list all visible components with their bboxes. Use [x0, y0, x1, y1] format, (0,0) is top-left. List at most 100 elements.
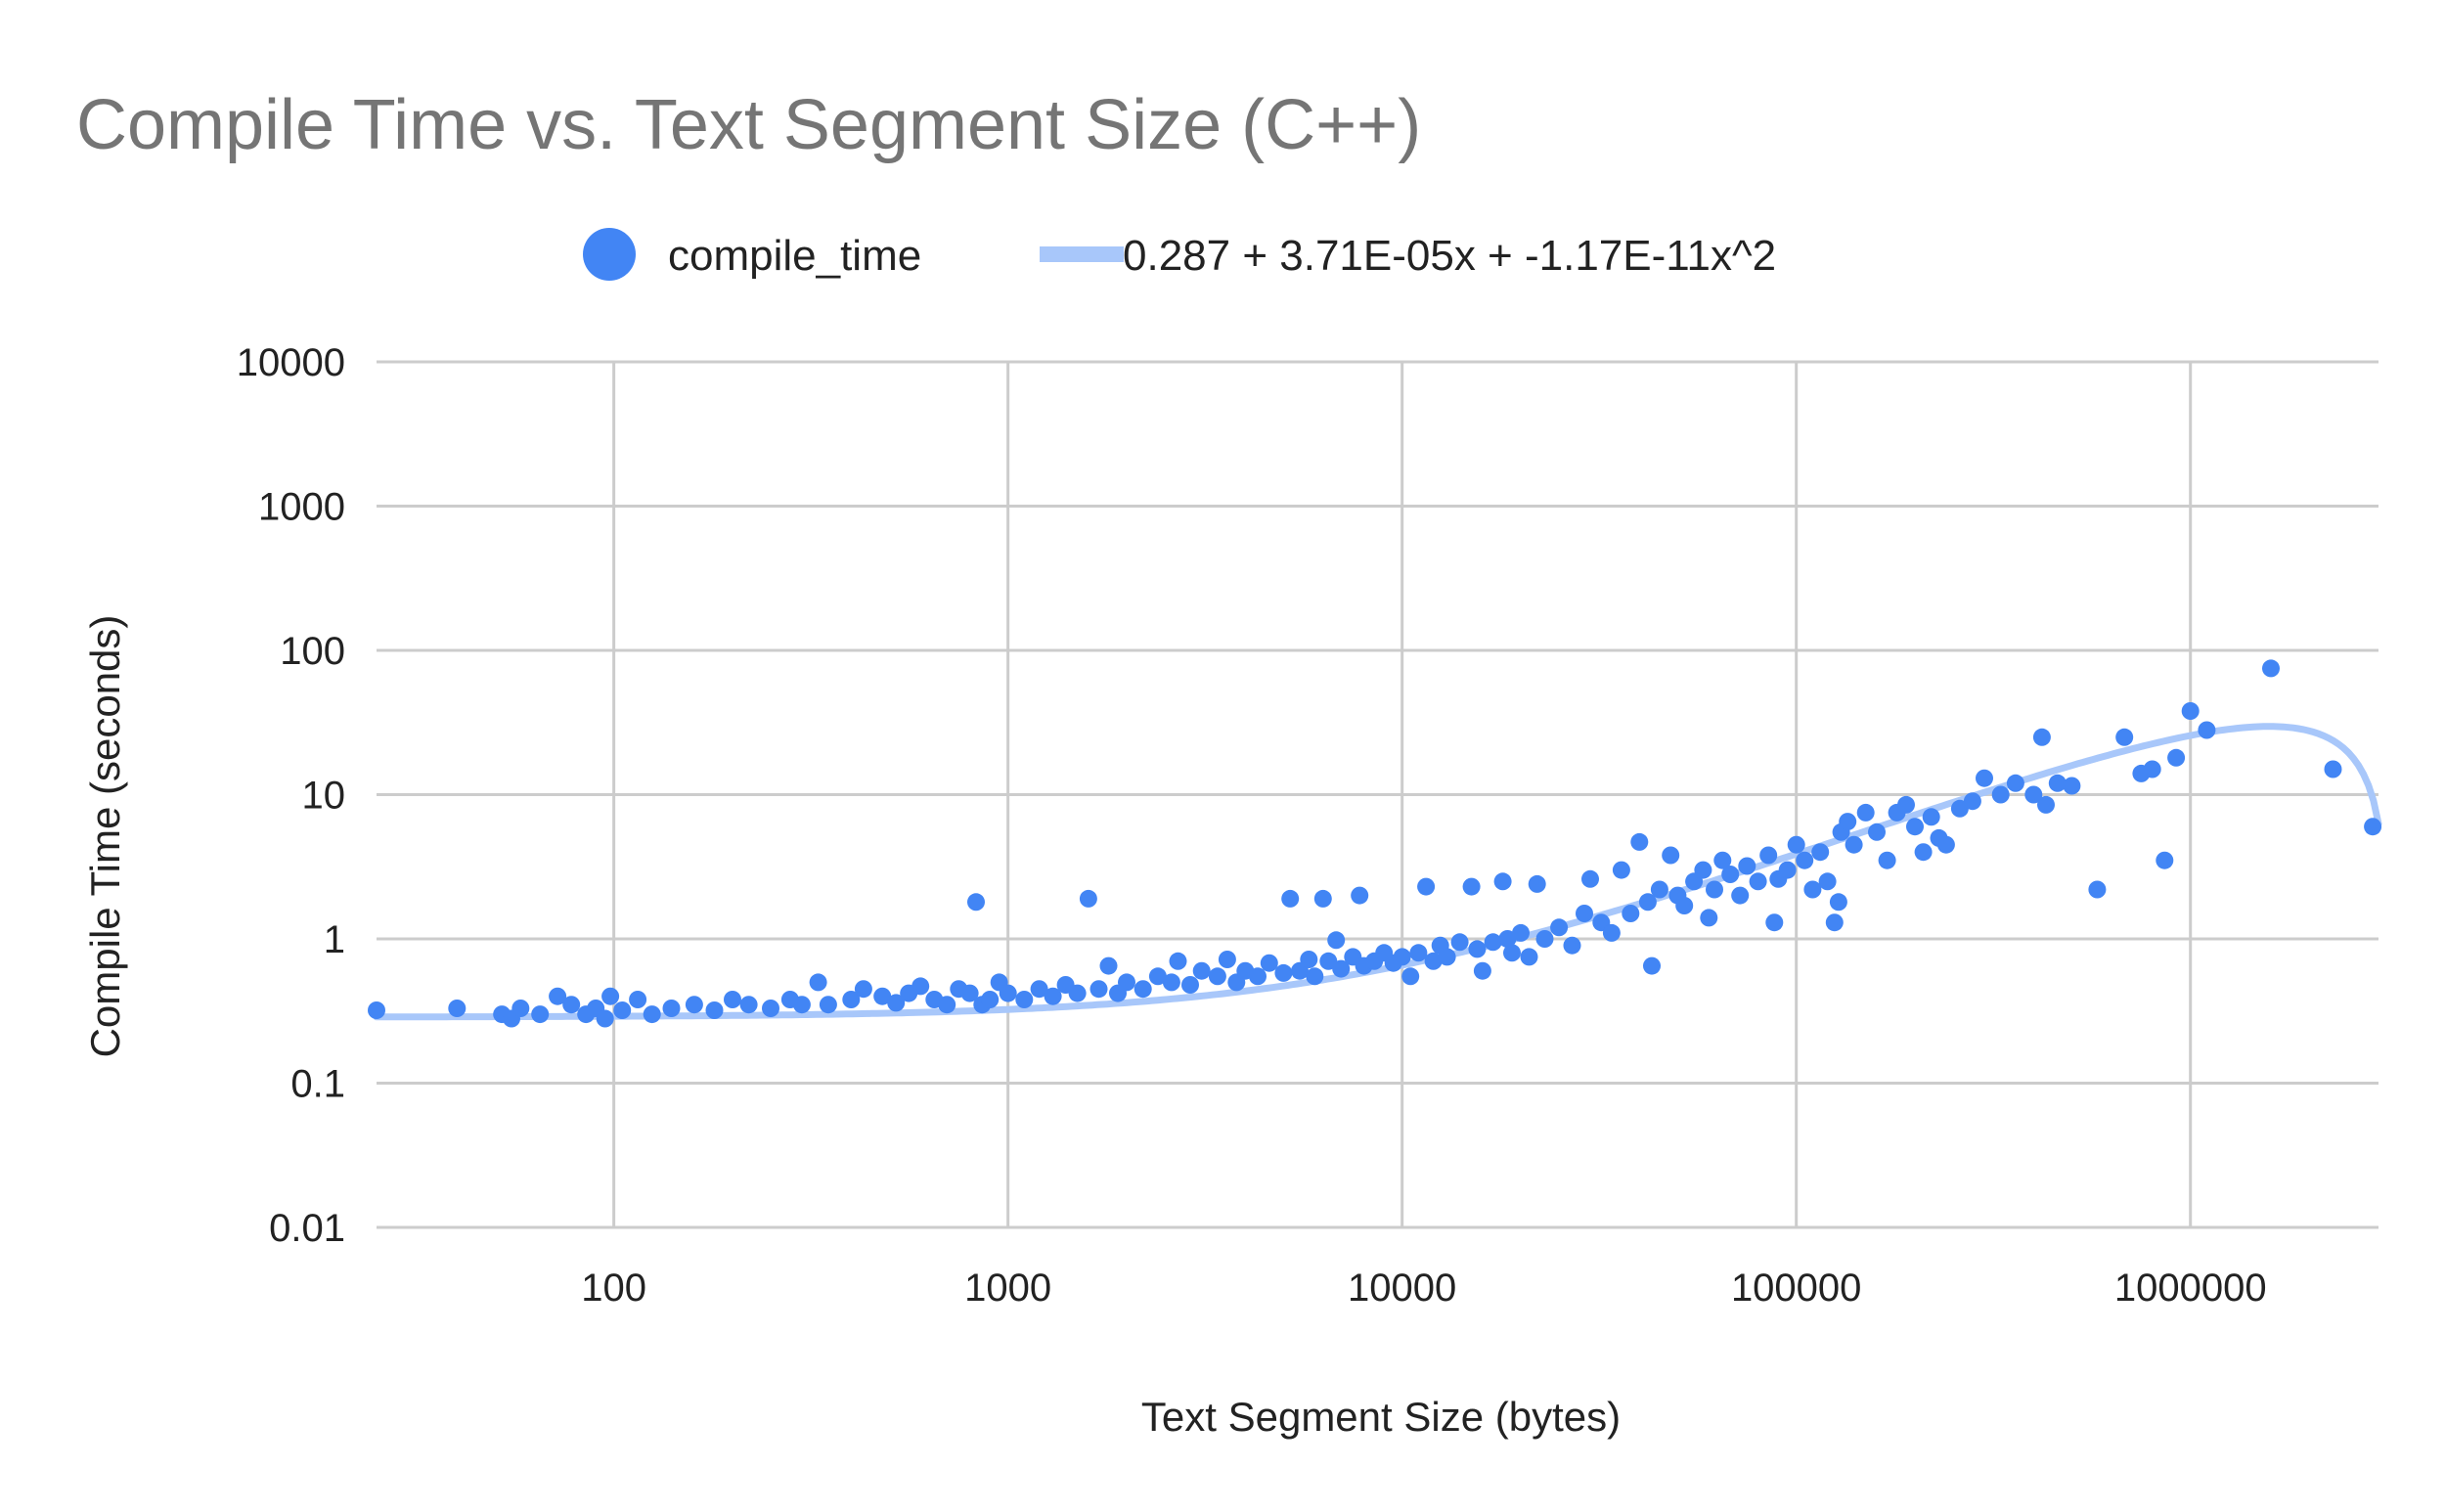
x-tick-label: 1000000	[2114, 1267, 2267, 1310]
data-point	[1749, 872, 1767, 891]
data-point	[1868, 823, 1886, 841]
data-point	[662, 1000, 681, 1017]
data-point	[613, 1001, 632, 1019]
data-point	[1803, 880, 1822, 899]
data-point	[1765, 913, 1784, 932]
data-point	[792, 996, 811, 1014]
data-point	[842, 991, 861, 1008]
data-point	[1099, 956, 1118, 975]
data-point	[999, 984, 1017, 1002]
legend-marker-trendline	[1040, 246, 1124, 262]
data-point	[1713, 851, 1732, 869]
data-point	[629, 991, 647, 1008]
data-point	[1528, 874, 1546, 893]
data-point	[1700, 909, 1718, 927]
data-point	[705, 1001, 724, 1019]
data-point	[1503, 944, 1521, 962]
data-point	[1721, 866, 1740, 883]
data-point	[1281, 889, 1300, 908]
data-point	[1417, 877, 1436, 896]
data-point	[2143, 760, 2161, 778]
data-point	[1306, 967, 1324, 986]
trendline	[373, 723, 2382, 1021]
y-tick-label: 100	[280, 630, 345, 673]
data-point	[1622, 905, 1640, 922]
data-point	[1401, 967, 1420, 986]
data-point	[1535, 930, 1554, 948]
data-point	[2032, 728, 2051, 746]
data-point	[1675, 897, 1694, 914]
data-point	[1630, 832, 1649, 851]
data-point	[724, 991, 741, 1008]
data-point	[1520, 948, 1538, 966]
data-points	[368, 659, 2382, 1028]
data-point	[2262, 659, 2280, 678]
data-point	[1409, 944, 1428, 962]
data-point	[887, 994, 906, 1012]
legend-label-trendline: 0.287 + 3.71E-05x + -1.17E-11x^2	[1123, 232, 1776, 280]
data-point	[739, 996, 758, 1014]
data-point	[1778, 861, 1797, 879]
x-tick-label: 10000	[1348, 1267, 1456, 1310]
data-point	[1044, 987, 1062, 1005]
legend-label-points: compile_time	[668, 232, 921, 280]
data-point	[1662, 846, 1680, 865]
y-tick-label: 0.01	[269, 1207, 345, 1250]
data-point	[1260, 954, 1278, 972]
data-point	[1208, 967, 1226, 986]
data-point	[1300, 951, 1318, 968]
data-point	[1581, 869, 1599, 888]
data-point	[1462, 877, 1481, 896]
data-point	[1991, 785, 2010, 804]
data-point	[1089, 980, 1108, 999]
data-point	[1914, 843, 1933, 862]
data-point	[1498, 930, 1517, 948]
data-point	[2156, 851, 2174, 869]
y-tick-label: 1	[324, 918, 345, 961]
data-point	[1327, 931, 1346, 950]
data-point	[368, 1001, 385, 1019]
data-point	[1493, 872, 1512, 891]
tick-labels: 10000 1000 100 10 1 0.1 0.01 100 1000 10000 100000…	[237, 341, 2267, 1310]
data-point	[1393, 948, 1411, 966]
data-point	[1612, 861, 1630, 879]
data-point	[511, 1000, 530, 1017]
data-point	[643, 1005, 661, 1024]
data-point	[819, 996, 837, 1014]
data-point	[1563, 936, 1581, 955]
data-point	[1169, 952, 1187, 970]
data-point	[1694, 861, 1712, 879]
data-point	[1424, 952, 1443, 970]
data-point	[1811, 843, 1830, 862]
data-point	[809, 973, 827, 992]
data-point	[2324, 760, 2342, 778]
data-point	[549, 987, 567, 1005]
data-point	[1829, 893, 1847, 912]
data-point	[1839, 813, 1857, 831]
data-point	[1638, 893, 1657, 912]
y-tick-label: 10	[302, 775, 346, 818]
data-point	[1512, 923, 1530, 942]
data-point	[1950, 799, 1969, 818]
data-point	[448, 1000, 467, 1017]
data-point	[1731, 886, 1750, 905]
chart-title: Compile Time vs. Text Segment Size (C++)	[76, 86, 1421, 164]
data-point	[2364, 818, 2382, 836]
data-point	[1643, 956, 1661, 975]
x-tick-label: 100	[581, 1267, 646, 1310]
data-point	[1759, 846, 1778, 865]
data-point	[601, 987, 620, 1005]
data-point	[596, 1009, 614, 1028]
data-point	[1192, 961, 1211, 980]
data-point	[960, 984, 979, 1002]
data-point	[1576, 905, 1593, 922]
data-point	[1351, 886, 1369, 905]
data-point	[1249, 967, 1267, 986]
data-point	[1897, 795, 1915, 814]
data-point	[1922, 808, 1940, 826]
data-point	[1602, 923, 1621, 942]
data-point	[1856, 803, 1875, 822]
data-point	[2198, 721, 2216, 739]
data-point	[873, 987, 892, 1005]
